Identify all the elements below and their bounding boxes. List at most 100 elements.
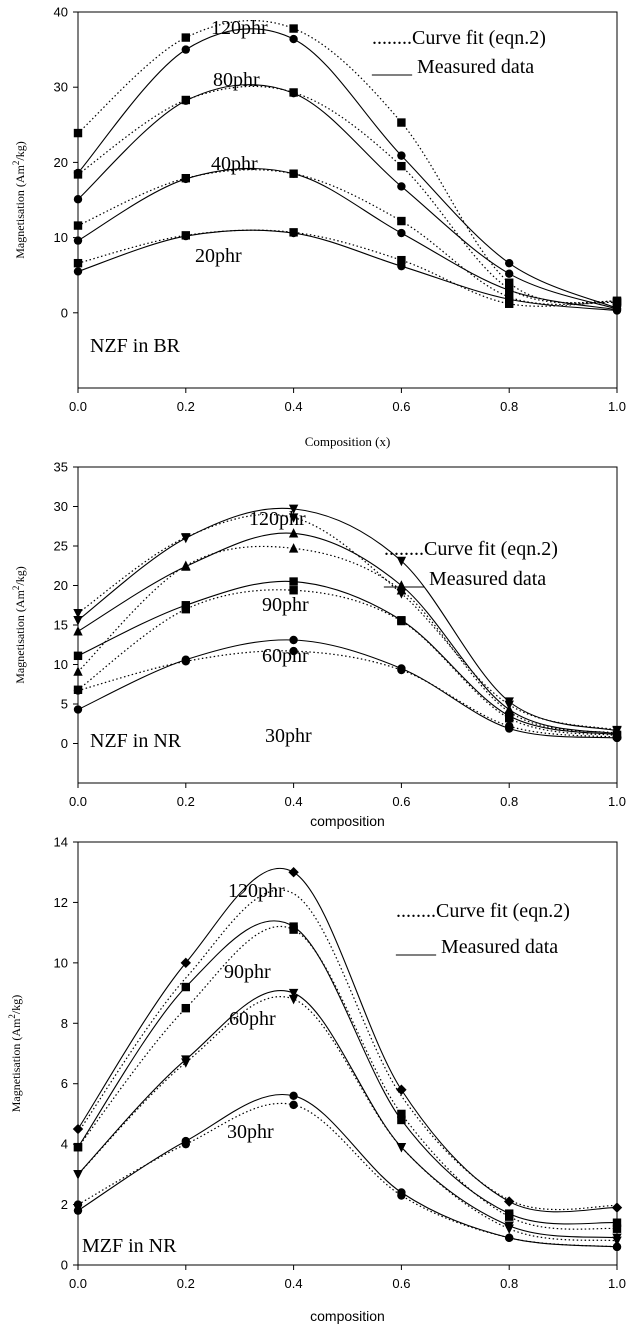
data-point [288,504,299,515]
y-axis-label: Magnetisation (Am2/kg) [7,995,23,1113]
y-tick-label: 30 [54,80,68,95]
measured-line [77,920,618,1225]
y-tick-label: 0 [61,305,68,320]
fit-line [77,926,618,1230]
data-point [289,577,298,586]
y-tick-label: 5 [61,697,68,712]
data-point [73,1206,83,1215]
y-axis-label: Magnetisation (Am2/kg) [11,141,27,259]
data-point [73,651,83,661]
data-point [612,1242,622,1252]
series-label: 60phr [229,1008,276,1030]
legend-measured: ____ Measured data [371,56,534,78]
data-point [289,228,298,238]
series-label: 90phr [224,961,271,983]
data-point [73,705,83,714]
y-tick-label: 12 [54,895,68,910]
chart-panel-3: 0 2 4 6 8 10 12 14 0.0 0.2 0.4 0.6 0.8 1.0 composition… [7,835,626,1325]
legend-measured: ____ Measured data [395,936,558,958]
series-60phr: 60phr [73,988,622,1247]
measured-line [77,1093,618,1248]
series-80phr: 80phr [73,69,622,314]
data-point [396,1142,407,1153]
data-point [181,533,191,544]
fit-point [397,118,406,127]
x-tick-label: 1.0 [608,399,626,414]
x-tick-label: 1.0 [608,794,626,809]
x-tick-label: 0.4 [285,794,303,809]
series-90phr: 90phr [73,920,622,1233]
data-point [73,626,83,636]
data-point [181,1136,190,1146]
x-tick-label: 0.6 [392,1276,410,1291]
series-label: 120phr [249,508,306,530]
measured-line [77,507,618,732]
data-point [73,1170,83,1180]
panel-label: MZF in NR [82,1235,177,1257]
y-tick-label: 20 [54,578,68,593]
data-point [504,697,514,707]
x-tick-label: 0.8 [500,794,518,809]
series-30phr: 30phr [73,1091,622,1252]
data-point [397,1115,406,1125]
data-point [397,228,406,238]
plot-frame [77,841,618,1266]
data-point [397,182,406,191]
y-tick-label: 25 [54,539,68,554]
data-point [289,922,298,931]
data-point [504,1221,514,1231]
x-tick-label: 1.0 [608,1276,626,1291]
data-point [181,174,190,184]
y-tick-label: 8 [61,1016,68,1031]
data-point [505,258,514,268]
x-tick-label: 0.0 [69,794,87,809]
data-point [180,957,191,969]
data-point [504,704,514,714]
data-point [289,1091,298,1101]
data-point [289,169,298,178]
data-point [181,96,190,105]
series-40phr: 40phr [73,153,622,314]
data-point [505,1233,514,1243]
y-tick-label: 10 [54,955,68,970]
y-tick-label: 0 [61,736,68,751]
x-axis-label: composition [310,1308,385,1324]
chart-panel-2: 0 5 10 15 20 25 30 35 0.0 0.2 0.4 0.6 0.8 1.0 composit… [11,460,626,830]
data-point [505,286,514,295]
x-tick-label: 0.8 [500,1276,518,1291]
fit-point [612,1224,622,1233]
data-point [505,1209,514,1218]
fit-point [73,170,83,179]
data-point [73,1142,83,1152]
series-label: 40phr [211,153,258,175]
data-point [181,601,190,610]
fit-line [77,229,618,307]
x-axis-label: composition [310,813,385,829]
y-tick-label: 15 [54,618,68,633]
data-point [288,528,299,538]
series-label: 20phr [195,245,242,267]
data-point [504,1196,515,1207]
data-point [397,664,406,673]
data-point [181,45,190,54]
series-label: 90phr [262,594,309,616]
legend-curve-fit: ........Curve fit (eqn.2) [372,27,546,49]
y-tick-label: 40 [54,5,68,20]
data-point [612,306,622,315]
fit-point [397,161,406,171]
measured-line [77,84,618,310]
data-point [288,867,299,878]
series-label: 120phr [228,880,285,902]
panel-label: NZF in BR [90,335,181,357]
y-tick-label: 20 [54,155,68,170]
series-30phr: 30phr [73,635,622,747]
data-point [288,988,299,999]
data-point [612,733,622,743]
data-point [505,269,514,278]
x-tick-label: 0.6 [392,399,410,414]
fit-line [77,169,618,306]
data-point [611,1202,623,1213]
series-60phr: 60phr [73,577,622,740]
fit-point [288,994,299,1005]
chart-panel-1: 0 10 20 30 40 0.0 0.2 0.4 0.6 0.8 1.0 Composition (… [11,5,626,450]
